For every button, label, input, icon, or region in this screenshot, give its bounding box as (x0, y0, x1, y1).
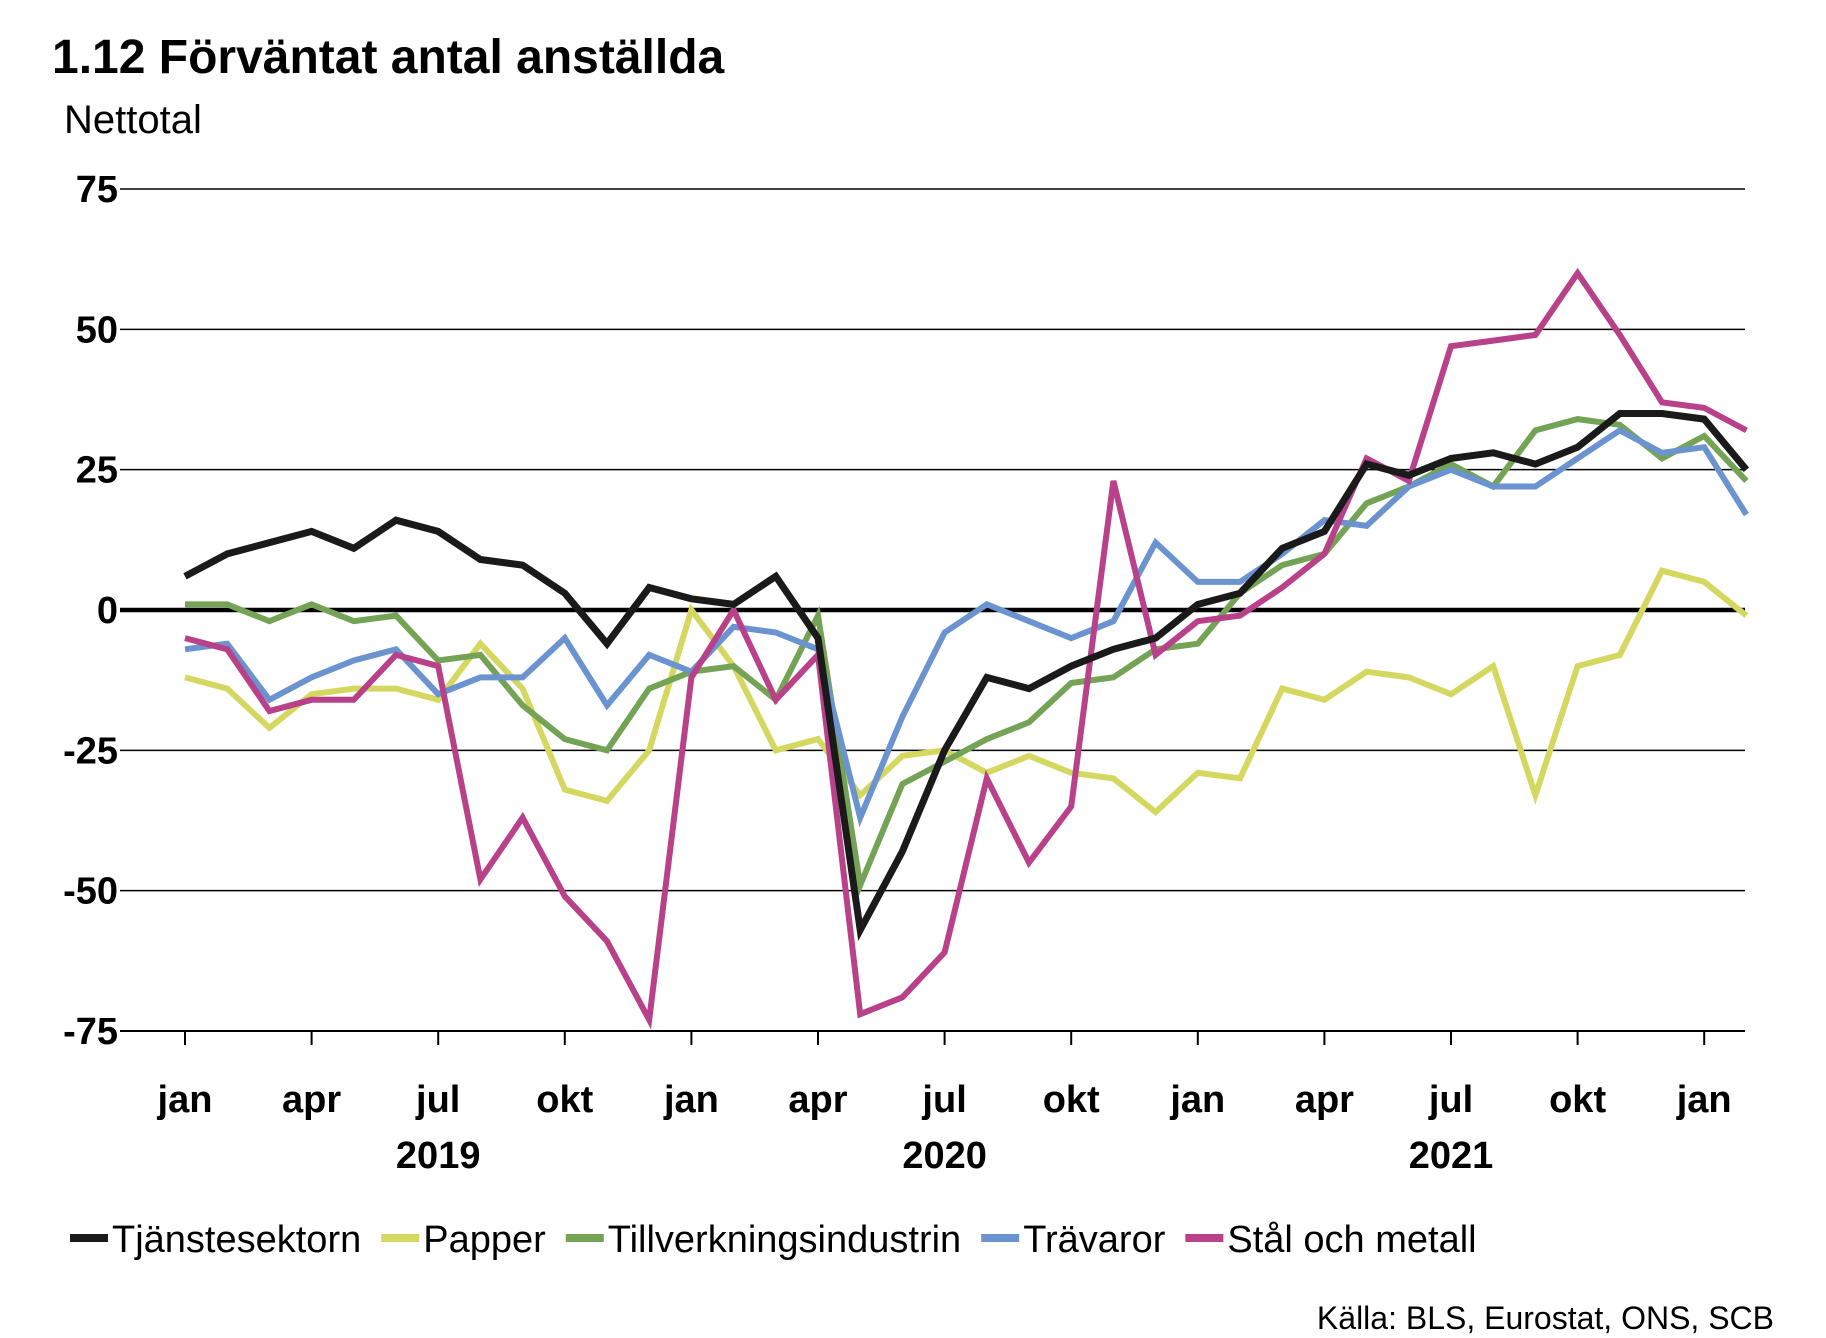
x-tick-label: jan (663, 1079, 719, 1121)
x-axis: jan apr jul okt jan apr jul okt jan apr jul okt jan 2… (120, 1030, 1745, 1177)
x-year-label: 2021 (1409, 1135, 1494, 1177)
legend: Tjänstesektorn Papper Tillverkningsindustr… (70, 1219, 1477, 1261)
x-tick-label: apr (282, 1079, 341, 1121)
x-tick-label: jul (921, 1079, 966, 1121)
series-line-papper (184, 567, 1749, 817)
y-axis: 75 50 25 0 -25 -50 -75 (63, 169, 118, 1053)
y-tick-label: 25 (76, 450, 118, 492)
legend-label: Papper (423, 1219, 546, 1261)
x-year-label: 2020 (902, 1135, 987, 1177)
legend-label: Tillverkningsindustrin (608, 1219, 961, 1261)
legend-label: Tjänstesektorn (112, 1219, 361, 1261)
y-tick-label: -25 (63, 730, 118, 772)
chart-title: 1.12 Förväntat antal anställda (52, 31, 725, 84)
series-lines (183, 267, 1750, 1030)
legend-label: Stål och metall (1227, 1219, 1476, 1261)
legend-label: Trävaror (1023, 1219, 1166, 1261)
x-tick-label: jul (1428, 1079, 1473, 1121)
y-tick-label: -75 (63, 1011, 118, 1053)
x-tick-label: apr (1295, 1079, 1354, 1121)
x-tick-label: okt (536, 1079, 593, 1121)
x-year-label: 2019 (396, 1135, 481, 1177)
gridlines (120, 188, 1745, 1032)
x-tick-label: jan (157, 1079, 213, 1121)
x-tick-label: jan (1676, 1079, 1732, 1121)
x-tick-label: okt (1043, 1079, 1100, 1121)
x-tick-label: okt (1549, 1079, 1606, 1121)
series-line-stål-och-metall (184, 267, 1748, 1030)
y-tick-label: -50 (63, 871, 118, 913)
source-note: Källa: BLS, Eurostat, ONS, SCB (1316, 1300, 1774, 1336)
y-axis-unit-label: Nettotal (64, 98, 202, 142)
x-tick-label: jul (415, 1079, 460, 1121)
y-tick-label: 0 (97, 590, 118, 632)
y-tick-label: 75 (76, 169, 118, 211)
y-tick-label: 50 (76, 309, 118, 351)
x-tick-label: apr (788, 1079, 847, 1121)
x-tick-label: jan (1169, 1079, 1225, 1121)
series-line-tjänstesektorn (183, 410, 1750, 942)
